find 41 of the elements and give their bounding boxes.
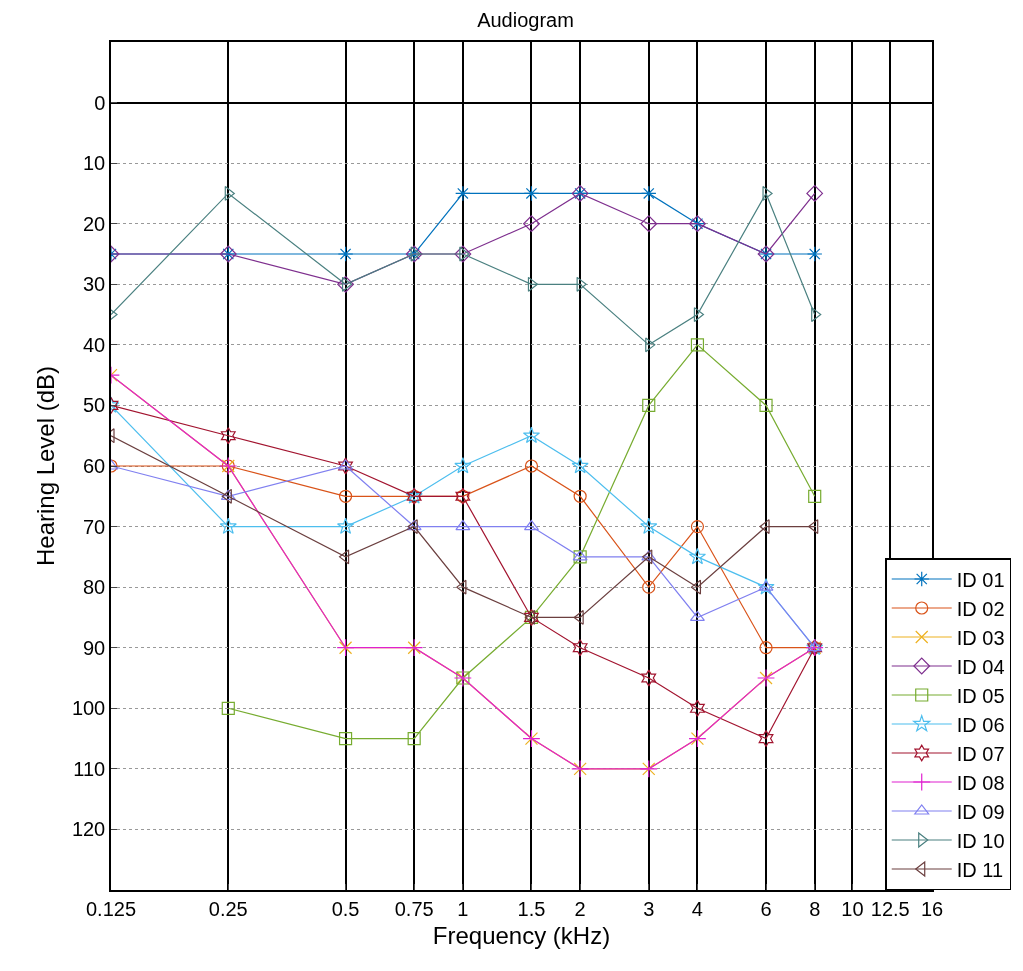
- x-tick-label: 12.5: [870, 897, 910, 920]
- x-tick-label: 0.75: [394, 897, 434, 920]
- y-tick-label: 10: [83, 152, 106, 175]
- legend-label: ID 09: [956, 800, 1005, 823]
- y-tick-label: 40: [83, 333, 106, 356]
- x-tick-label: 1.5: [517, 897, 546, 920]
- x-tick-label: 8: [809, 897, 821, 920]
- y-tick-label: 70: [83, 515, 106, 538]
- legend-label: ID 03: [956, 626, 1005, 649]
- y-tick-label: 120: [71, 818, 106, 841]
- y-tick-label: 110: [73, 757, 106, 780]
- y-axis-title: Hearing Level (dB): [32, 365, 60, 567]
- y-tick-label: 30: [83, 273, 106, 296]
- legend-label: ID 11: [956, 858, 1004, 881]
- y-tick-label: 100: [71, 697, 106, 720]
- legend-label: ID 04: [956, 655, 1005, 678]
- x-tick-label: 6: [760, 897, 772, 920]
- legend-label: ID 05: [956, 684, 1005, 707]
- legend-label: ID 10: [956, 829, 1005, 852]
- x-axis-title: Frequency (kHz): [432, 921, 611, 949]
- x-tick-label: 1: [457, 897, 469, 920]
- y-tick-label: 90: [83, 636, 106, 659]
- x-tick-label: 0.125: [85, 897, 137, 920]
- y-tick-label: 50: [83, 394, 106, 417]
- x-tick-label: 16: [920, 897, 944, 920]
- y-tick-label: 20: [83, 212, 106, 235]
- legend-label: ID 06: [956, 713, 1005, 736]
- chart-title: Audiogram: [477, 9, 574, 31]
- y-tick-label: 80: [83, 576, 106, 599]
- x-tick-label: 3: [643, 897, 655, 920]
- x-tick-label: 0.5: [331, 897, 360, 920]
- x-tick-label: 4: [691, 897, 703, 920]
- x-tick-label: 10: [841, 897, 864, 920]
- legend-label: ID 07: [956, 742, 1005, 765]
- legend-label: ID 01: [956, 568, 1005, 591]
- x-tick-label: 2: [574, 897, 586, 920]
- legend-label: ID 02: [956, 597, 1005, 620]
- y-tick-label: 60: [83, 455, 106, 477]
- x-tick-label: 0.25: [208, 897, 248, 920]
- legend-label: ID 08: [956, 771, 1005, 794]
- y-tick-label: 0: [94, 91, 106, 114]
